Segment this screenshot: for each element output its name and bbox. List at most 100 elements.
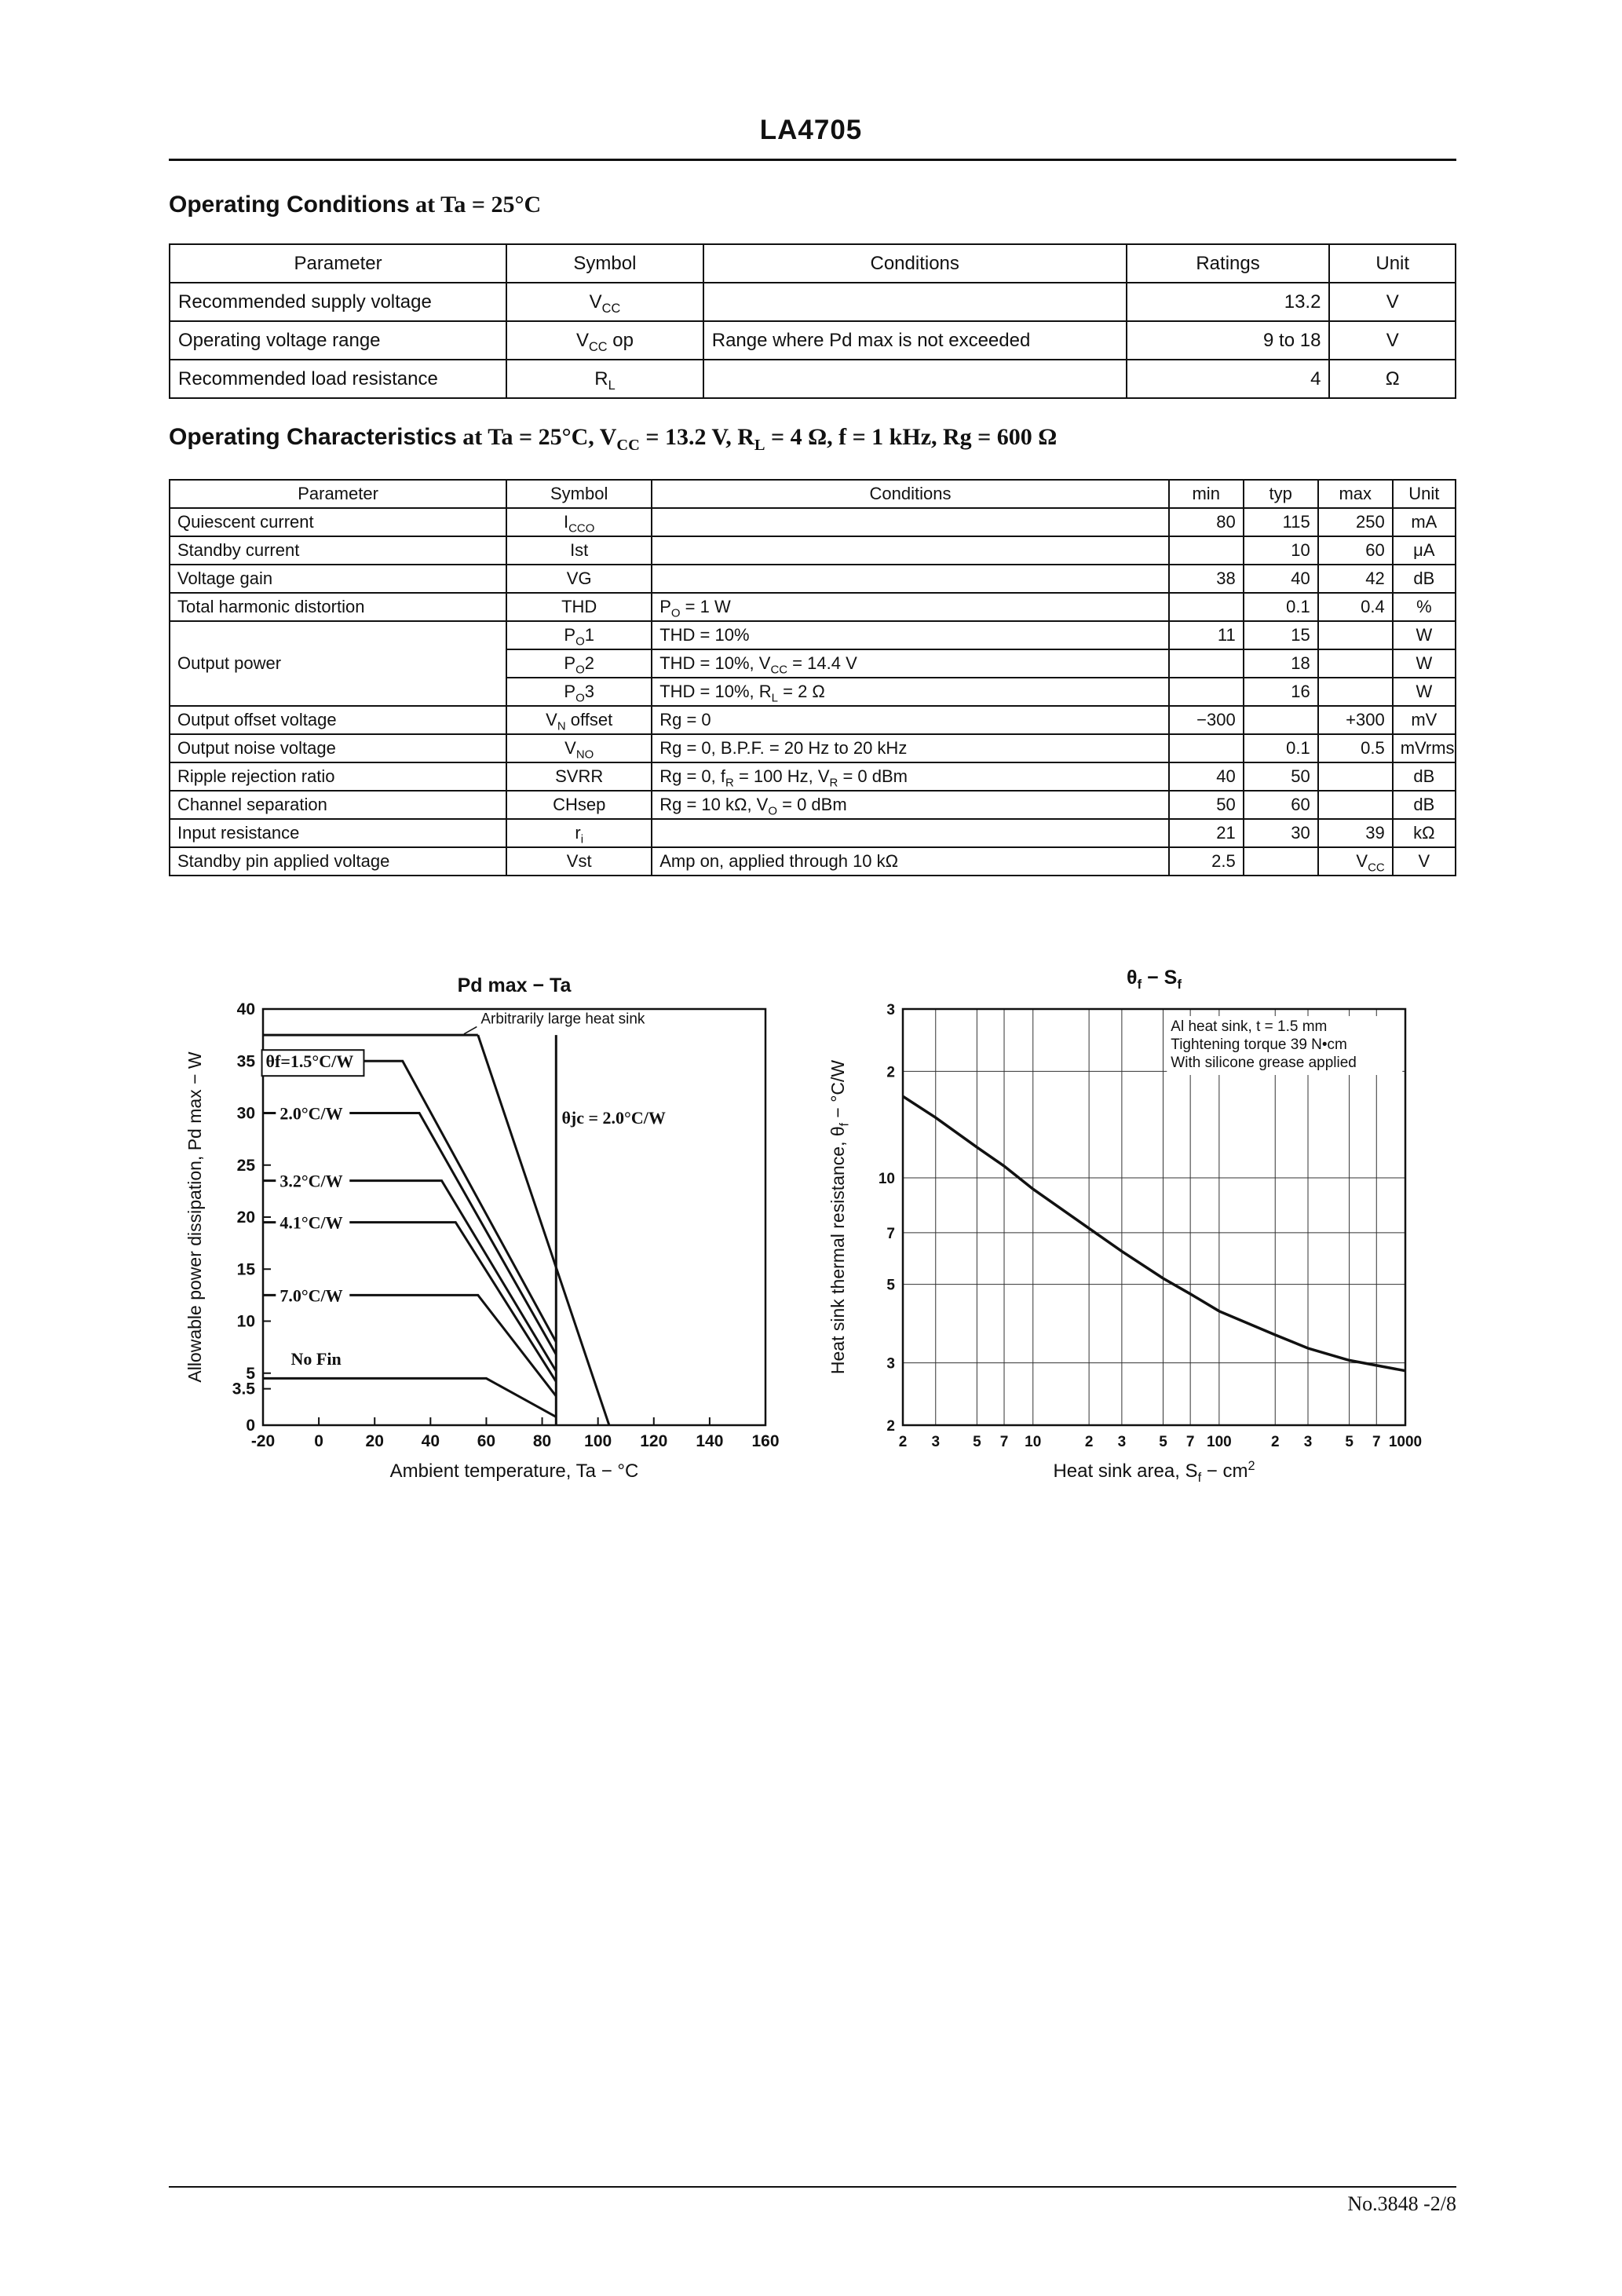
table-cell: Rg = 0, B.P.F. = 20 Hz to 20 kHz xyxy=(651,733,1170,763)
table-cell: 39 xyxy=(1317,818,1394,848)
svg-text:100: 100 xyxy=(1207,1434,1232,1450)
table-row: PO2 THD = 10%, VCC = 14.4 V 18 W xyxy=(170,649,1457,678)
table-cell: 16 xyxy=(1242,677,1319,707)
svg-text:Al heat sink, t = 1.5 mm: Al heat sink, t = 1.5 mm xyxy=(1171,1018,1327,1035)
table-cell xyxy=(1242,846,1319,876)
header-row: Parameter Symbol Conditions Ratings Unit xyxy=(168,243,1456,283)
table-row: Recommended load resistance RL 4 Ω xyxy=(168,359,1456,399)
chart-thetaf-sf: θf − Sf Heat sink thermal resistance, θf… xyxy=(816,954,1445,1513)
table-cell: THD = 10% xyxy=(651,620,1170,650)
svg-text:3.5: 3.5 xyxy=(232,1380,256,1398)
table-cell xyxy=(1242,705,1319,735)
table-row: Standby current Ist 10 60 μA xyxy=(168,536,1457,565)
svg-text:2.0°C/W: 2.0°C/W xyxy=(279,1103,342,1123)
chart-canvas: 2 3 5 7 10 2 3 5 7 100 2 3 5 7 1000 2 3 5 7 10 2 3 Al heat sin… xyxy=(816,954,1445,1513)
table-cell: mA xyxy=(1391,507,1457,537)
table-cell: RL xyxy=(506,359,704,399)
table-cell: 15 xyxy=(1242,620,1319,650)
svg-text:5: 5 xyxy=(886,1278,895,1294)
table-cell xyxy=(1167,536,1244,565)
table-cell: kΩ xyxy=(1391,818,1457,848)
svg-text:3: 3 xyxy=(886,1356,895,1373)
svg-text:0: 0 xyxy=(246,1417,255,1435)
svg-text:0: 0 xyxy=(314,1432,323,1450)
table-cell: V xyxy=(1328,320,1456,360)
table-cell xyxy=(651,564,1170,594)
svg-text:7: 7 xyxy=(886,1226,895,1242)
table-cell: W xyxy=(1391,649,1457,678)
table-cell: 9 to 18 xyxy=(1125,320,1331,360)
svg-text:5: 5 xyxy=(1159,1434,1167,1450)
table-cell: +300 xyxy=(1317,705,1394,735)
svg-text:10: 10 xyxy=(237,1313,255,1331)
column-header: Unit xyxy=(1328,243,1456,283)
table-cell: Range where Pd max is not exceeded xyxy=(702,320,1127,360)
table-cell: Rg = 10 kΩ, VO = 0 dBm xyxy=(651,790,1170,820)
table-cell: 2.5 xyxy=(1167,846,1244,876)
heading-text: Operating Characteristics xyxy=(169,424,457,450)
svg-text:30: 30 xyxy=(237,1105,255,1123)
table-cell xyxy=(1317,649,1394,678)
svg-text:10: 10 xyxy=(879,1171,895,1187)
column-header: Conditions xyxy=(651,479,1170,509)
column-header: Symbol xyxy=(506,243,704,283)
table-cell: THD xyxy=(506,592,653,622)
table-cell xyxy=(1167,733,1244,763)
svg-text:40: 40 xyxy=(237,1000,255,1018)
table-cell: VN offset xyxy=(506,705,653,735)
heading-text: Operating Conditions xyxy=(169,192,410,218)
heading-conditions-text: at Ta = 25°C xyxy=(409,192,542,218)
table-cell: Ist xyxy=(506,536,653,565)
svg-text:25: 25 xyxy=(237,1157,256,1175)
table-cell: PO = 1 W xyxy=(651,592,1170,622)
table-row: Output noise voltage VNO Rg = 0, B.P.F. = … xyxy=(168,733,1457,763)
svg-text:80: 80 xyxy=(533,1432,551,1450)
table-cell: 60 xyxy=(1242,790,1319,820)
table-cell xyxy=(651,536,1170,565)
table-cell xyxy=(1317,677,1394,707)
svg-text:2: 2 xyxy=(899,1434,908,1450)
svg-text:Tightening torque 39 N•cm: Tightening torque 39 N•cm xyxy=(1171,1036,1347,1053)
operating-conditions-table: Parameter Symbol Conditions Ratings Unit Reco… xyxy=(168,243,1456,399)
svg-text:3.2°C/W: 3.2°C/W xyxy=(279,1172,342,1191)
table-cell xyxy=(1317,762,1394,792)
table-cell: Ripple rejection ratio xyxy=(168,762,508,792)
table-cell xyxy=(1167,592,1244,622)
svg-text:2: 2 xyxy=(1085,1434,1094,1450)
table-cell xyxy=(1317,790,1394,820)
table-row: Input resistance ri 21 30 39 kΩ xyxy=(168,818,1457,848)
table-cell: 13.2 xyxy=(1125,282,1331,322)
table-cell: ICCO xyxy=(506,507,653,537)
table-cell: 40 xyxy=(1242,564,1319,594)
table-cell: 50 xyxy=(1167,790,1244,820)
table-cell xyxy=(1167,649,1244,678)
svg-text:15: 15 xyxy=(237,1260,256,1278)
table-cell: Standby pin applied voltage xyxy=(168,846,508,876)
table-row: Quiescent current ICCO 80 115 250 mA xyxy=(168,507,1457,537)
table-cell: 30 xyxy=(1242,818,1319,848)
table-cell: VG xyxy=(506,564,653,594)
table-row: Recommended supply voltage VCC 13.2 V xyxy=(168,282,1456,322)
table-row: Ripple rejection ratio SVRR Rg = 0, fR = 1… xyxy=(168,762,1457,792)
svg-text:3: 3 xyxy=(931,1434,940,1450)
curve-theta-jc-derating xyxy=(477,1034,611,1426)
svg-text:20: 20 xyxy=(237,1208,255,1227)
table-cell: Voltage gain xyxy=(168,564,508,594)
svg-text:1000: 1000 xyxy=(1389,1434,1422,1450)
chart-svg: -20 0 20 40 60 80 100 120 140 16003.5510152025303… xyxy=(232,1000,780,1450)
table-cell: THD = 10%, RL = 2 Ω xyxy=(651,677,1170,707)
chart-canvas: -20 0 20 40 60 80 100 120 140 160 0 3.5 5 10 15 20 25 30 3… xyxy=(169,954,797,1513)
chart-title: θf − Sf xyxy=(1126,967,1182,992)
column-header: Parameter xyxy=(168,479,508,509)
table-row: Total harmonic distortion THD PO = 1 W 0.1 0… xyxy=(168,592,1457,622)
table-cell: 0.4 xyxy=(1317,592,1394,622)
heading-conditions-text: at Ta = 25°C, VCC = 13.2 V, RL = 4 Ω, f … xyxy=(456,424,1058,454)
table-cell: Output noise voltage xyxy=(168,733,508,763)
table-cell: VCC xyxy=(1317,846,1394,876)
table-cell: Rg = 0 xyxy=(651,705,1170,735)
table-row: PO3 THD = 10%, RL = 2 Ω 16 W xyxy=(170,677,1457,707)
svg-text:100: 100 xyxy=(584,1432,612,1450)
table-cell: PO2 xyxy=(506,649,653,678)
page-footer: No.3848 -2/8 xyxy=(1347,2192,1456,2215)
